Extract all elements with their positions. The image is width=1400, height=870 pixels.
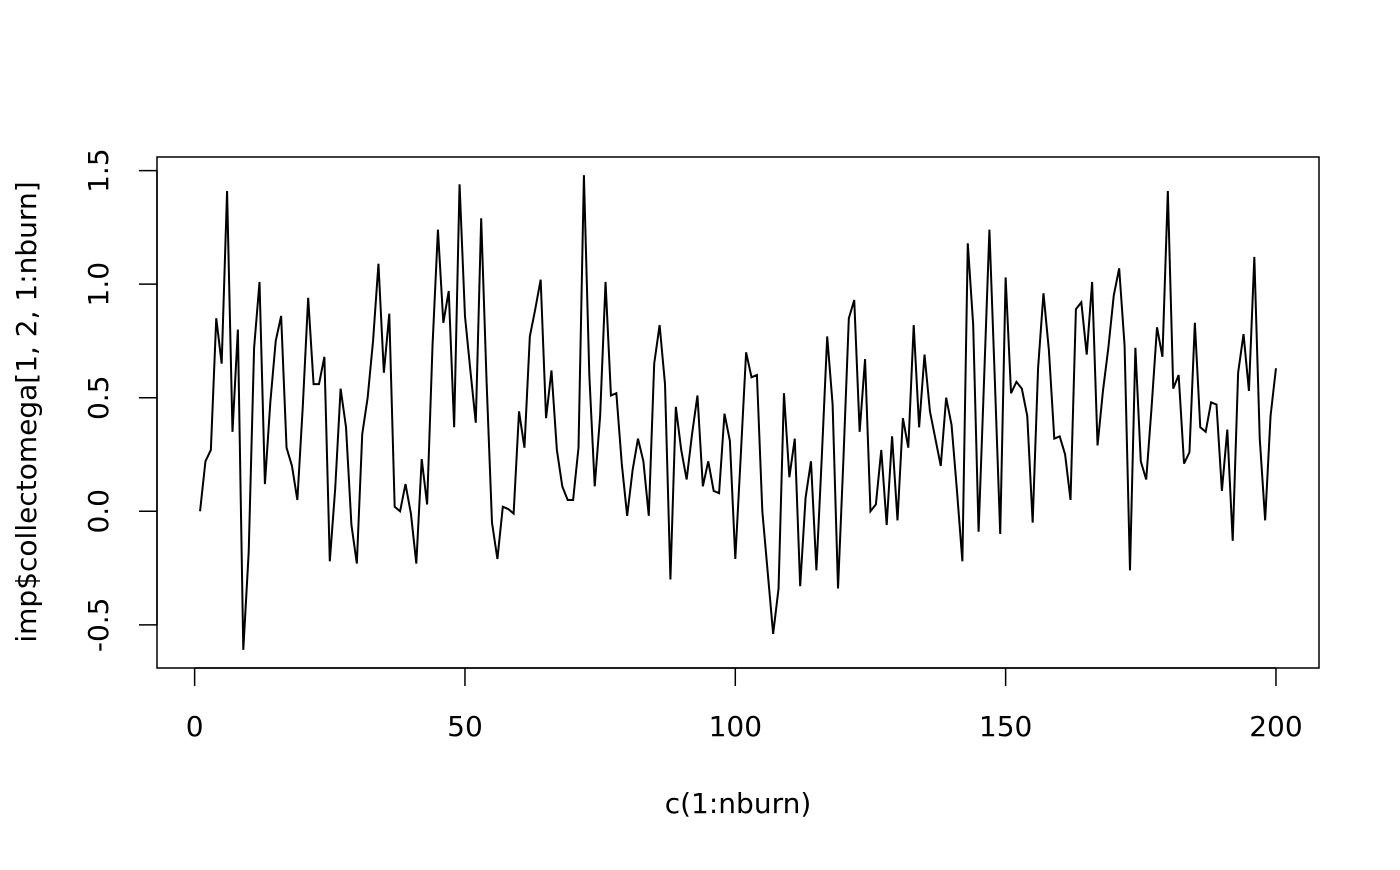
x-tick-label: 50 <box>447 710 483 743</box>
y-tick-label: 1.0 <box>82 262 115 307</box>
y-tick-label: 0.0 <box>82 489 115 534</box>
x-tick-label: 0 <box>186 710 204 743</box>
x-tick-label: 100 <box>709 710 762 743</box>
x-tick-label: 200 <box>1249 710 1302 743</box>
x-axis-label: c(1:nburn) <box>665 787 812 820</box>
y-tick-label: 0.5 <box>82 375 115 420</box>
y-tick-label: 1.5 <box>82 148 115 193</box>
x-tick-label: 150 <box>979 710 1032 743</box>
y-tick-label: -0.5 <box>82 598 115 653</box>
y-axis-label: imp$collectomega[1, 2, 1:nburn] <box>10 181 43 642</box>
data-line <box>199 175 1277 650</box>
